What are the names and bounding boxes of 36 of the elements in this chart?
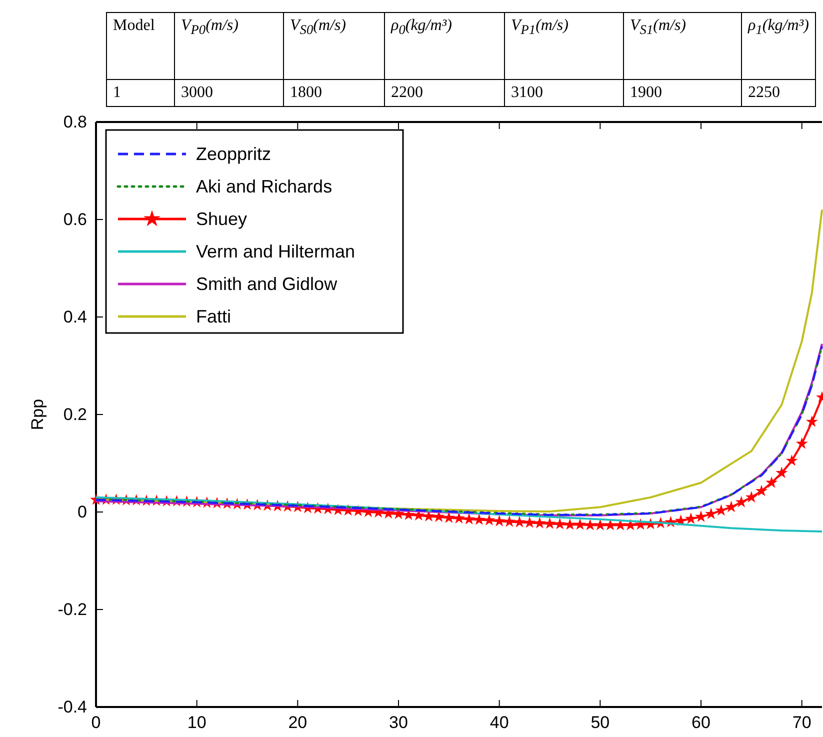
text: 1800 bbox=[284, 80, 384, 106]
y-tick-label: 0.4 bbox=[63, 307, 87, 326]
x-tick-label: 50 bbox=[590, 713, 610, 732]
x-tick-label: 30 bbox=[389, 713, 408, 732]
text: 3100 bbox=[504, 80, 624, 106]
y-tick-label: 0 bbox=[78, 502, 87, 522]
text: V$_{S1}$(m/s) bbox=[624, 12, 742, 80]
text: V$_{S0}$(m/s) bbox=[284, 12, 384, 80]
legend-label: Zeoppritz bbox=[196, 144, 272, 164]
legend-label: Smith and Gidlow bbox=[196, 274, 338, 294]
y-tick-label: 0.6 bbox=[63, 210, 87, 229]
x-tick-label: 20 bbox=[288, 713, 308, 732]
x-tick-label: 0 bbox=[91, 713, 101, 732]
text: 1 bbox=[106, 80, 174, 106]
text: 2200 bbox=[384, 80, 504, 106]
text: 1900 bbox=[624, 80, 742, 106]
text: 2250 bbox=[742, 80, 816, 106]
legend-label: Aki and Richards bbox=[196, 176, 332, 196]
text: V$_{P0}$(m/s) bbox=[174, 12, 284, 80]
text: ρ$_{1}$(kg/m³) bbox=[742, 12, 816, 80]
x-tick-label: 70 bbox=[792, 713, 812, 732]
legend-label: Shuey bbox=[196, 209, 248, 229]
legend-label: Verm and Hilterman bbox=[196, 242, 356, 262]
text: Model bbox=[106, 12, 174, 80]
legend-label: Fatti bbox=[196, 306, 232, 326]
text: ρ$_{0}$(kg/m³) bbox=[384, 12, 504, 80]
y-tick-label: 0.2 bbox=[63, 404, 87, 424]
y-axis-title: Rpp bbox=[28, 398, 47, 430]
y-tick-label: 0.8 bbox=[63, 112, 87, 132]
text: 3000 bbox=[174, 80, 284, 106]
x-tick-label: 10 bbox=[187, 713, 206, 732]
text: V$_{P1}$(m/s) bbox=[504, 12, 624, 80]
x-tick-label: 40 bbox=[490, 713, 509, 732]
y-tick-label: -0.2 bbox=[58, 600, 87, 619]
x-tick-label: 60 bbox=[692, 713, 710, 732]
y-tick-label: -0.4 bbox=[58, 697, 87, 716]
